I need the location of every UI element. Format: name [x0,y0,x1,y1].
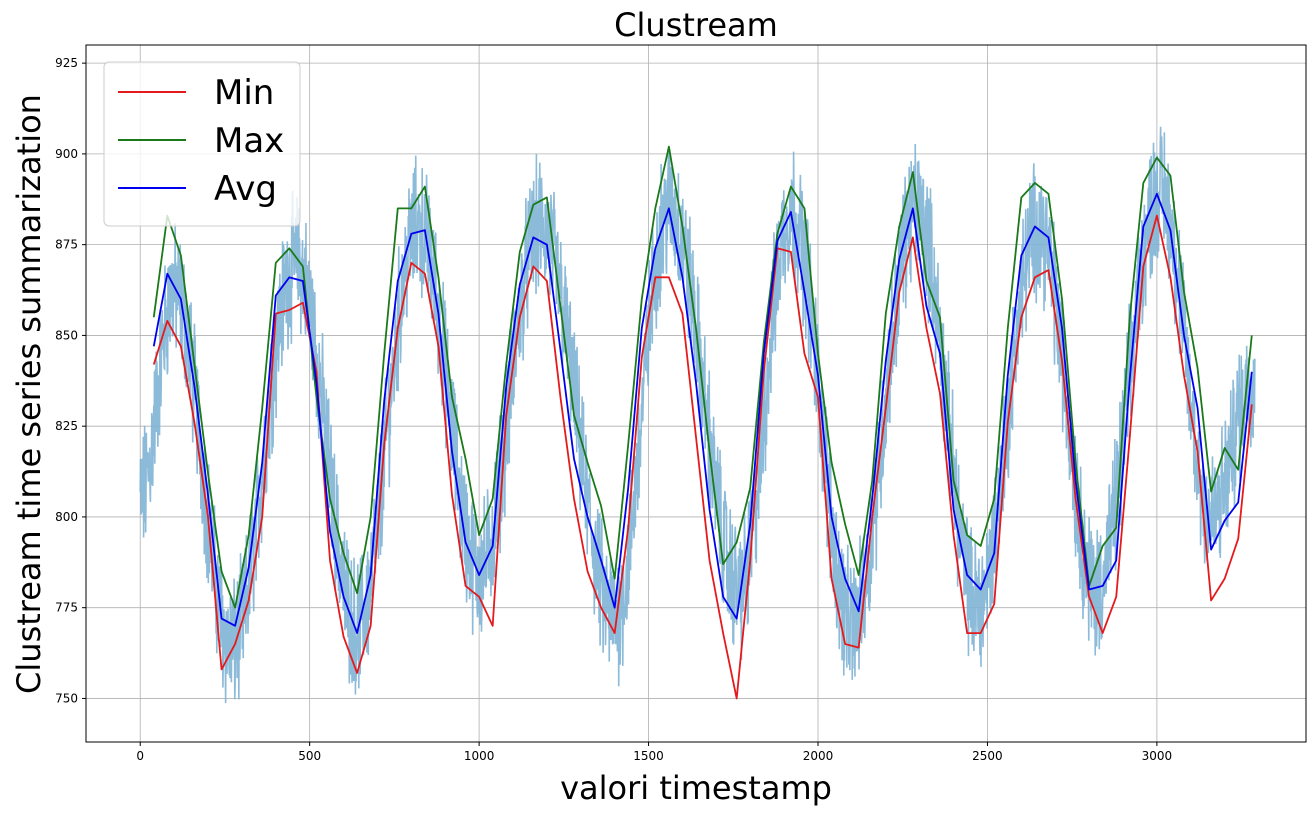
series-line-avg [152,192,1253,634]
y-tick-label: 800 [55,510,78,524]
plot-frame [85,44,1307,743]
y-tick-label: 750 [55,691,78,705]
y-tick-label: 925 [55,56,78,70]
series-layer [152,145,1253,700]
grid-lines [86,45,1306,742]
series-line-min [152,214,1253,700]
y-tick-label: 875 [55,238,78,252]
legend: Min Max Avg [103,61,301,227]
x-tick-label: 0 [136,749,144,763]
x-axis-title: valori timestamp [560,769,832,807]
x-tick-label: 2500 [972,749,1003,763]
y-axis-title: Clustream time series summarization [10,94,48,694]
y-tick-label: 900 [55,147,78,161]
chart-title: Clustream [614,6,778,44]
x-tick-label: 3000 [1142,749,1173,763]
y-tick-label: 775 [55,601,78,615]
legend-label-avg: Avg [214,169,277,209]
x-tick-label: 1000 [464,749,495,763]
legend-label-min: Min [214,73,274,113]
series-line-max [152,145,1253,609]
x-tick-label: 500 [298,749,321,763]
legend-label-max: Max [214,121,284,161]
y-tick-label: 825 [55,419,78,433]
y-tick-label: 850 [55,328,78,342]
y-axis-ticks: 750 775 800 825 850 875 900 925 [55,56,86,705]
x-axis-ticks: 0 500 1000 1500 2000 2500 3000 [136,742,1172,763]
x-tick-label: 1500 [633,749,664,763]
legend-box [103,61,301,227]
x-tick-label: 2000 [803,749,834,763]
